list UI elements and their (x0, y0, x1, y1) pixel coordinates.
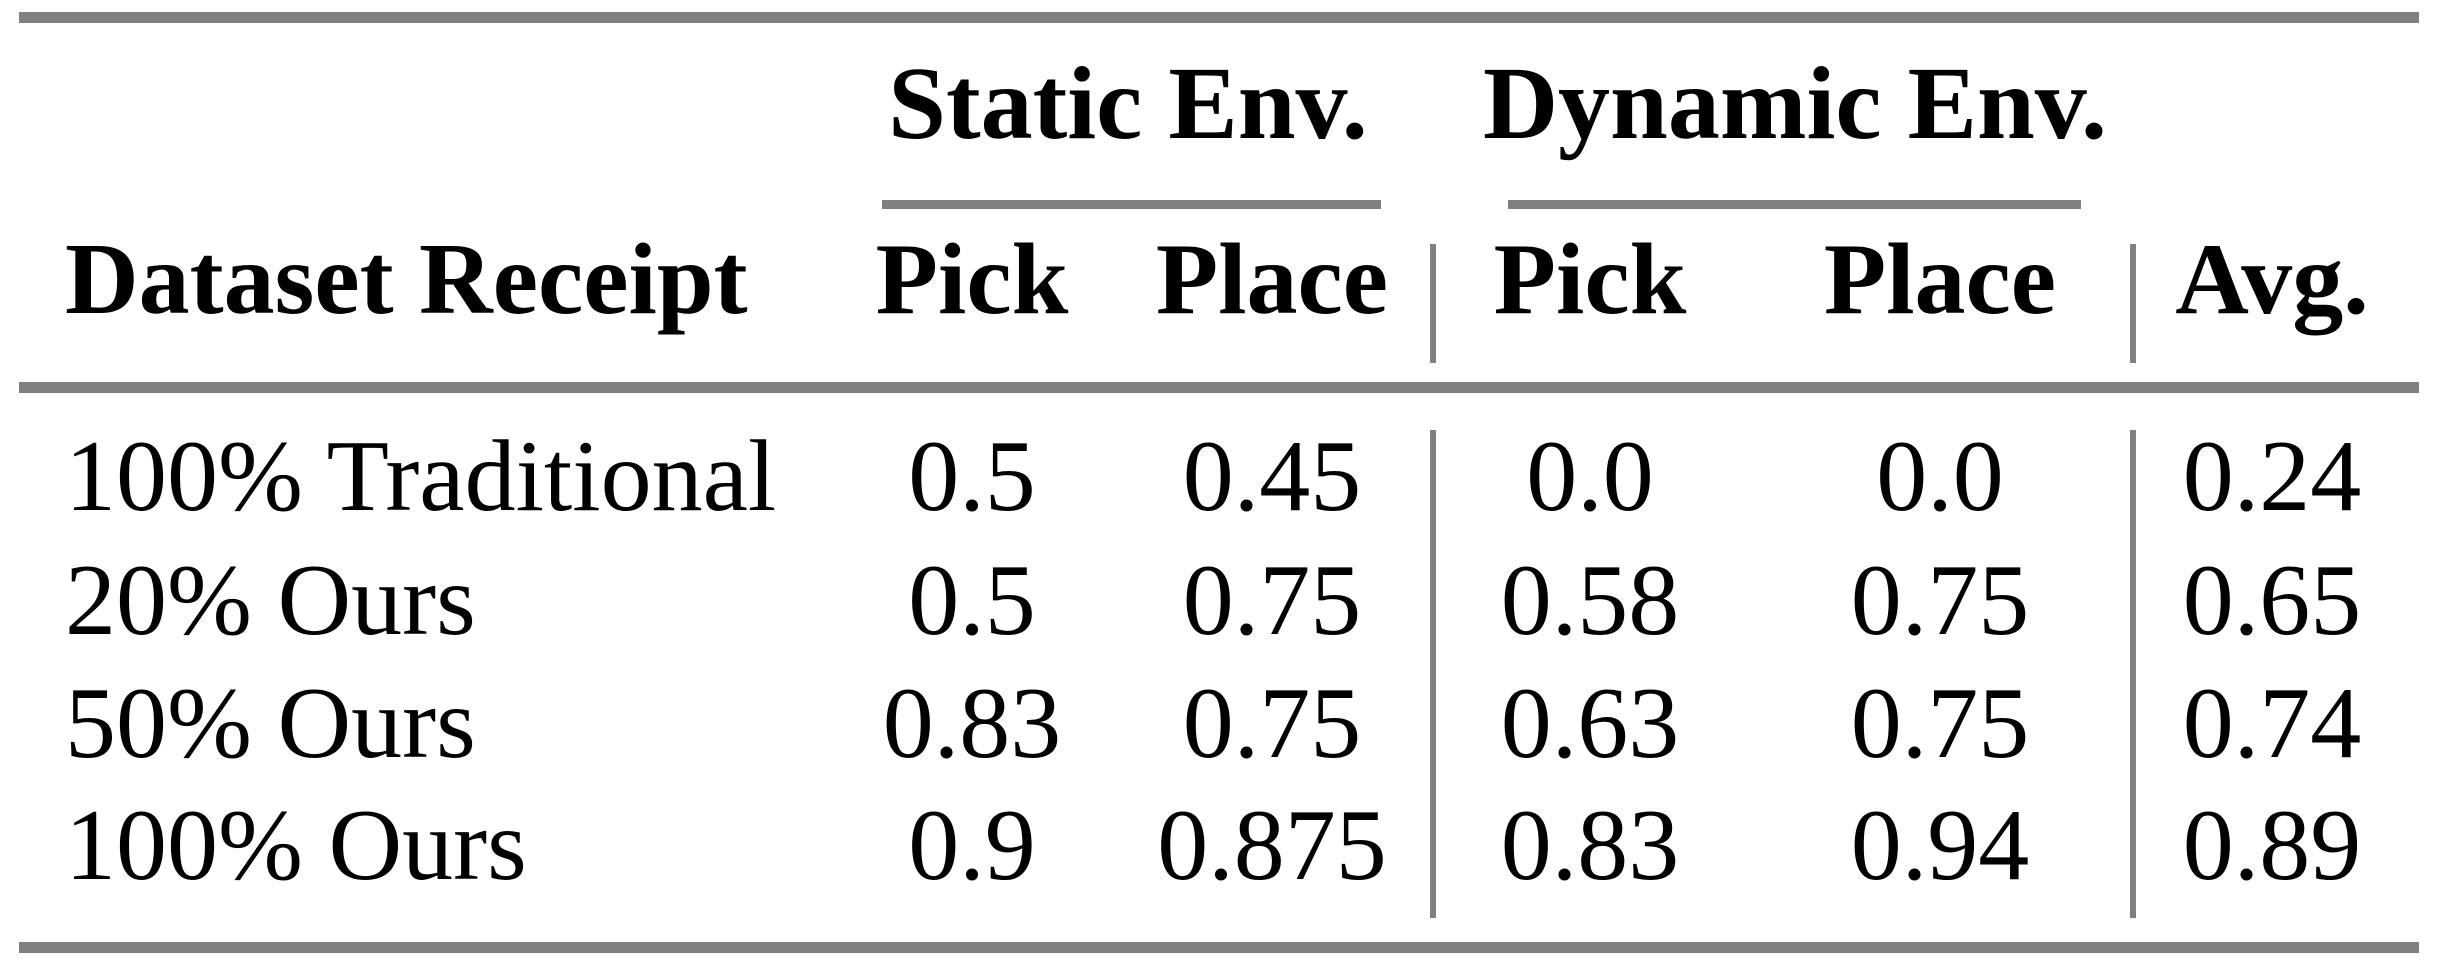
cell-static-pick: 0.5 (908, 420, 1036, 533)
column-separator-avg-header (2130, 244, 2136, 363)
cell-dynamic-pick: 0.83 (1500, 789, 1680, 902)
cell-avg: 0.89 (2182, 789, 2362, 902)
row-label: 100% Traditional (65, 420, 777, 533)
cell-static-place: 0.875 (1157, 789, 1387, 902)
cell-avg: 0.65 (2182, 544, 2362, 657)
column-header-dataset-receipt: Dataset Receipt (65, 223, 748, 336)
column-header-avg: Avg. (2175, 223, 2369, 336)
group-header-static-env: Static Env. (888, 46, 1368, 161)
column-separator-avg-body (2130, 430, 2136, 918)
column-separator-static-dynamic-header (1430, 244, 1436, 363)
cell-avg: 0.24 (2182, 420, 2362, 533)
column-separator-static-dynamic-body (1430, 430, 1436, 918)
cell-static-place: 0.75 (1182, 544, 1362, 657)
cell-static-pick: 0.5 (908, 544, 1036, 657)
row-label: 50% Ours (65, 667, 476, 780)
column-header-static-pick: Pick (875, 223, 1069, 336)
cell-static-pick: 0.83 (882, 667, 1062, 780)
row-label: 100% Ours (65, 789, 527, 902)
group-header-dynamic-env: Dynamic Env. (1482, 46, 2108, 161)
cell-avg: 0.74 (2182, 667, 2362, 780)
column-header-dynamic-pick: Pick (1493, 223, 1687, 336)
table-bottom-rule (19, 942, 2419, 953)
cell-dynamic-place: 0.75 (1850, 667, 2030, 780)
cell-dynamic-place: 0.0 (1876, 420, 2004, 533)
static-env-underline (882, 200, 1381, 209)
cell-static-place: 0.75 (1182, 667, 1362, 780)
cell-dynamic-pick: 0.0 (1526, 420, 1654, 533)
column-header-static-place: Place (1155, 223, 1389, 336)
cell-dynamic-pick: 0.58 (1500, 544, 1680, 657)
column-header-dynamic-place: Place (1823, 223, 2057, 336)
table-mid-rule (19, 382, 2419, 393)
row-label: 20% Ours (65, 544, 476, 657)
cell-dynamic-place: 0.94 (1850, 789, 2030, 902)
table-top-rule (19, 12, 2419, 23)
cell-dynamic-pick: 0.63 (1500, 667, 1680, 780)
dynamic-env-underline (1508, 200, 2081, 209)
cell-static-pick: 0.9 (908, 789, 1036, 902)
cell-static-place: 0.45 (1182, 420, 1362, 533)
cell-dynamic-place: 0.75 (1850, 544, 2030, 657)
